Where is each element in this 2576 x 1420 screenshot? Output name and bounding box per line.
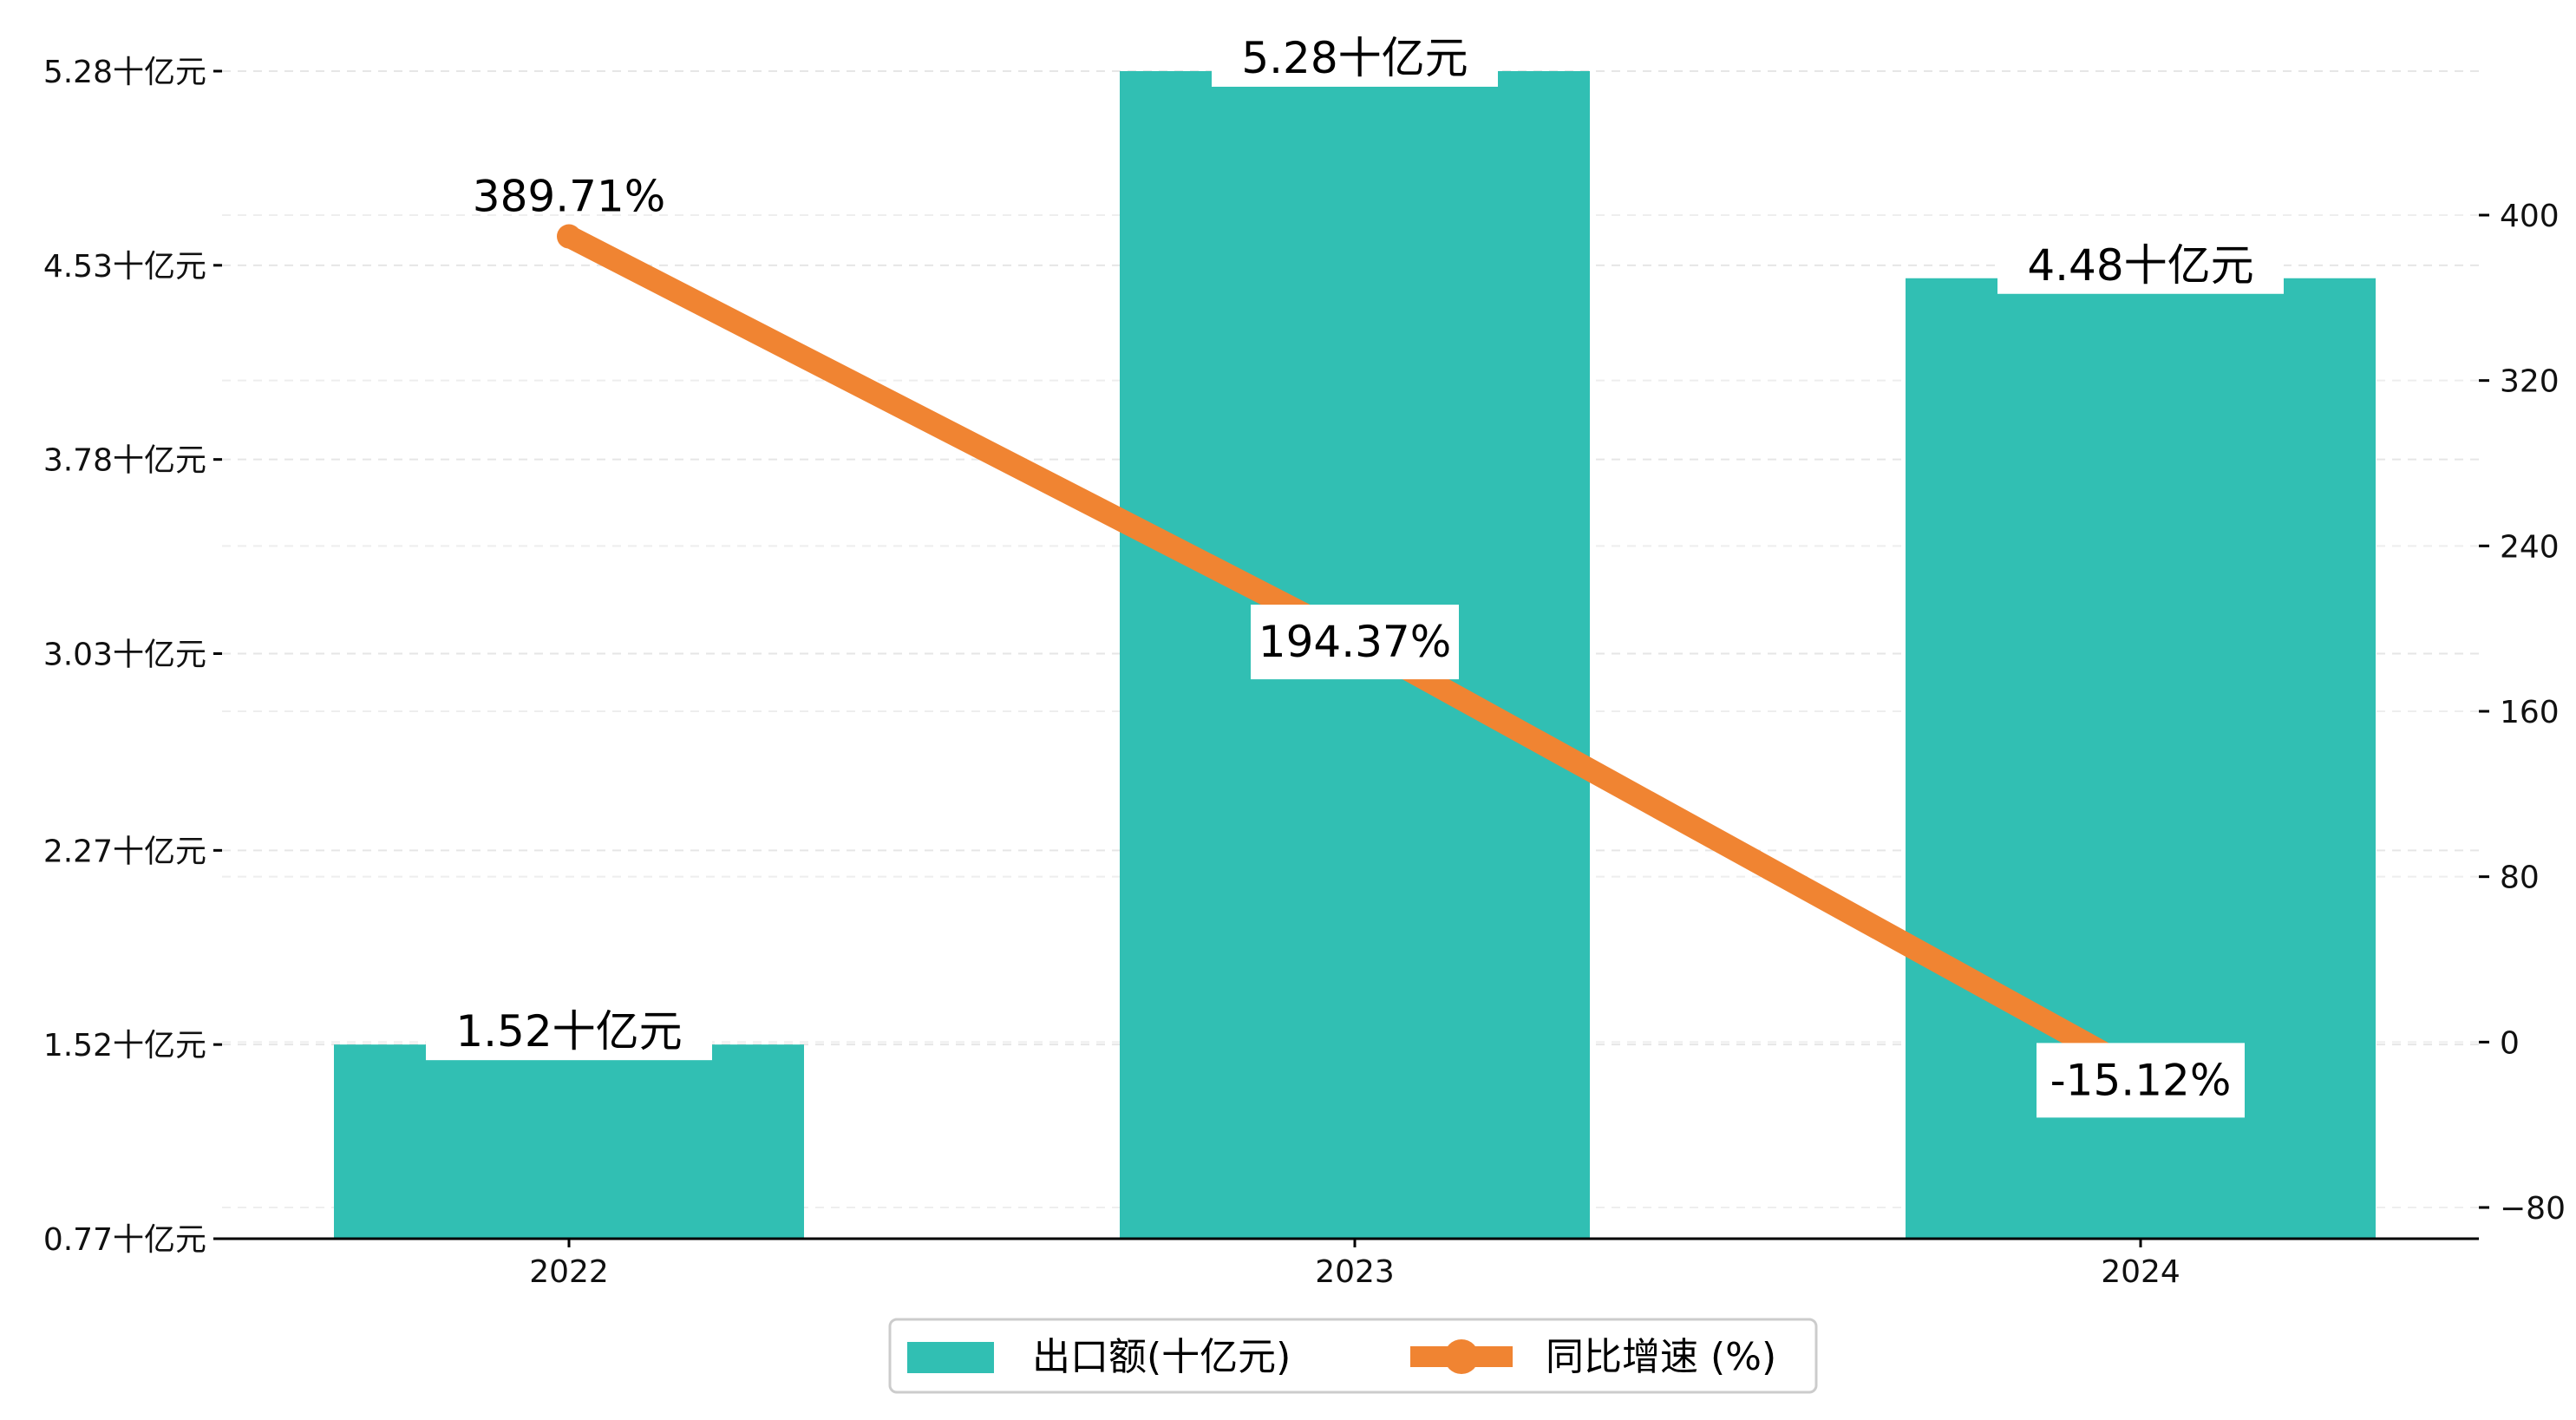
left-tick-label: 3.78十亿元 bbox=[43, 443, 206, 479]
line-value-label: -15.12% bbox=[2050, 1055, 2232, 1105]
line-value-label: 389.71% bbox=[473, 172, 665, 222]
left-tick-label: 5.28十亿元 bbox=[43, 55, 206, 90]
right-tick-label: 0 bbox=[2500, 1025, 2520, 1061]
legend-line-label: 同比增速 (%) bbox=[1546, 1335, 1776, 1379]
line-label-box bbox=[1251, 605, 1459, 680]
x-tick-label: 2024 bbox=[2101, 1254, 2180, 1290]
data-labels: 1.52十亿元 5.28十亿元 4.48十亿元 389.71% 194.37% -15.1… bbox=[426, 33, 2284, 1118]
right-tick-label: 80 bbox=[2500, 861, 2540, 896]
left-tick-label: 1.52十亿元 bbox=[43, 1028, 206, 1063]
bar-label-box bbox=[426, 1015, 712, 1061]
x-tick-label: 2023 bbox=[1315, 1254, 1395, 1290]
left-tick-label: 4.53十亿元 bbox=[43, 249, 206, 285]
bar-2022 bbox=[334, 1044, 804, 1239]
line-label-box bbox=[2037, 1043, 2245, 1118]
right-tick-label: 160 bbox=[2500, 695, 2560, 730]
right-tick-label: −80 bbox=[2500, 1191, 2566, 1227]
x-tick-label: 2022 bbox=[529, 1254, 609, 1290]
bar-value-label: 4.48十亿元 bbox=[2027, 240, 2253, 291]
line-value-label: 194.37% bbox=[1259, 617, 1451, 667]
bar-label-box bbox=[1997, 248, 2284, 294]
legend: 出口额(十亿元) 同比增速 (%) bbox=[888, 1318, 1818, 1394]
growth-point-2022 bbox=[557, 224, 581, 249]
axes: 0.77十亿元 1.52十亿元 2.27十亿元 3.03十亿元 3.78十亿元 4.53十… bbox=[43, 55, 2566, 1290]
legend-frame bbox=[888, 1318, 1818, 1394]
left-tick-label: 0.77十亿元 bbox=[43, 1222, 206, 1258]
legend-bar-swatch bbox=[907, 1342, 994, 1373]
left-tick-label: 2.27十亿元 bbox=[43, 834, 206, 869]
right-tick-label: 320 bbox=[2500, 364, 2560, 400]
bar-value-label: 5.28十亿元 bbox=[1241, 33, 1468, 83]
legend-bar-label: 出口额(十亿元) bbox=[1032, 1335, 1291, 1379]
legend-line-marker bbox=[1444, 1339, 1479, 1374]
bar-value-label: 1.52十亿元 bbox=[455, 1006, 682, 1057]
right-tick-label: 240 bbox=[2500, 529, 2560, 565]
bar-label-box bbox=[1212, 42, 1498, 87]
left-tick-label: 3.03十亿元 bbox=[43, 638, 206, 673]
right-tick-label: 400 bbox=[2500, 199, 2560, 234]
